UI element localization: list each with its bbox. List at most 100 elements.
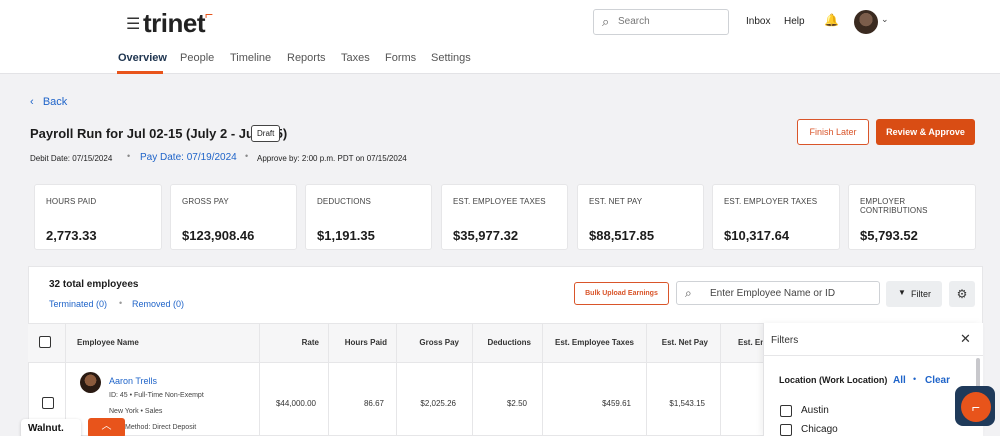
stat-label: EST. NET PAY [589,197,643,206]
employee-search-input[interactable]: ⌕ Enter Employee Name or ID [676,281,880,305]
bulk-upload-earnings-button[interactable]: Bulk Upload Earnings [574,282,669,305]
employee-name-link[interactable]: Aaron Trells [109,376,158,386]
tab-timeline[interactable]: Timeline [230,52,272,64]
stat-value: $5,793.52 [860,228,918,243]
table-header [28,323,763,363]
stat-card-employee-taxes: EST. EMPLOYEE TAXES $35,977.32 [441,184,568,250]
stat-value: $10,317.64 [724,228,790,243]
column-header-rate[interactable]: Rate [301,338,319,347]
gear-icon: ⚙ [956,287,968,301]
filter-option-label-chicago[interactable]: Chicago [801,424,838,435]
stat-card-deductions: DEDUCTIONS $1,191.35 [305,184,432,250]
assistant-logo-icon[interactable]: ⌐ [961,392,991,422]
stat-card-employer-taxes: EST. EMPLOYER TAXES $10,317.64 [712,184,840,250]
chevron-up-icon: ︿ [101,421,112,432]
stat-value: 2,773.33 [46,228,97,243]
stat-value: $1,191.35 [317,228,375,243]
filter-option-checkbox-chicago[interactable] [780,424,792,436]
stat-label: HOURS PAID [46,197,97,206]
terminated-link[interactable]: Terminated (0) [49,299,108,309]
column-header-deductions[interactable]: Deductions [487,338,531,347]
column-header-gross-pay[interactable]: Gross Pay [419,338,459,347]
cell-est-employee-taxes: $459.61 [602,399,631,408]
search-icon: ⌕ [685,286,692,300]
close-icon[interactable]: ✕ [960,331,971,346]
approve-by: Approve by: 2:00 p.m. PDT on 07/15/2024 [257,154,407,163]
employee-avatar [80,372,101,393]
stat-label: EST. EMPLOYEE TAXES [453,197,546,206]
column-divider [328,323,329,436]
tab-settings[interactable]: Settings [431,52,471,64]
top-bar [0,0,1000,74]
filter-button[interactable]: ▼ Filter [886,281,942,307]
filters-panel [763,323,983,436]
global-search[interactable]: ⌕ Search [593,9,729,35]
cell-hours-paid: 86.67 [363,399,384,408]
filter-option-label-austin[interactable]: Austin [801,405,829,416]
employee-id-line: ID: 45 • Full-Time Non-Exempt [109,392,204,399]
menu-icon[interactable]: ☰ [126,16,141,33]
employee-method-line: Method: Direct Deposit [125,424,197,431]
select-all-link[interactable]: All [893,375,906,386]
separator-dot: • [119,298,123,308]
cell-deductions: $2.50 [506,399,527,408]
select-all-checkbox[interactable] [39,336,51,348]
walnut-badge[interactable]: Walnut. [21,419,81,436]
stat-value: $88,517.85 [589,228,655,243]
divider [763,355,983,356]
column-divider [720,323,721,436]
settings-gear-button[interactable]: ⚙ [949,281,975,307]
column-divider [472,323,473,436]
cell-est-net-pay: $1,543.15 [669,399,705,408]
finish-later-button[interactable]: Finish Later [797,119,869,145]
back-link[interactable]: ‹ Back [30,96,68,108]
stat-card-hours-paid: HOURS PAID 2,773.33 [34,184,162,250]
column-header-est-employee-taxes[interactable]: Est. Employee Taxes [555,338,634,347]
row-checkbox[interactable] [42,397,54,409]
review-approve-button[interactable]: Review & Approve [876,119,975,145]
location-filter-label: Location (Work Location) [779,375,888,385]
tab-reports[interactable]: Reports [287,52,326,64]
separator-dot: • [127,151,131,161]
stat-value: $123,908.46 [182,228,255,243]
user-avatar[interactable] [854,10,878,34]
tab-taxes[interactable]: Taxes [341,52,370,64]
stat-label: EST. EMPLOYER TAXES [724,197,818,206]
clear-link[interactable]: Clear [925,375,951,386]
inbox-link[interactable]: Inbox [746,16,771,27]
debit-date: Debit Date: 07/15/2024 [30,154,113,163]
pay-date: Pay Date: 07/19/2024 [140,152,237,163]
stat-label: DEDUCTIONS [317,197,371,206]
cell-rate: $44,000.00 [275,399,316,408]
brand-logo[interactable]: trinet⌐ [143,6,213,38]
column-header-est-net-pay[interactable]: Est. Net Pay [661,338,708,347]
separator-dot: • [913,374,917,384]
page-title: Payroll Run for Jul 02-15 (July 2 - July… [30,126,288,141]
removed-link[interactable]: Removed (0) [132,299,185,309]
stat-label: GROSS PAY [182,197,229,206]
status-badge: Draft [251,125,281,142]
notification-bell-icon[interactable]: 🔔 [824,13,839,27]
stat-value: $35,977.32 [453,228,519,243]
expand-up-button[interactable]: ︿ [88,418,125,436]
tab-forms[interactable]: Forms [385,52,417,64]
search-placeholder: Search [618,16,650,27]
cell-gross-pay: $2,025.26 [420,399,456,408]
tab-people[interactable]: People [180,52,215,64]
chevron-left-icon: ‹ [30,96,34,108]
tab-overview[interactable]: Overview [118,52,167,64]
column-header-employee-name[interactable]: Employee Name [77,338,139,347]
filter-option-checkbox-austin[interactable] [780,405,792,417]
column-header-hours-paid[interactable]: Hours Paid [344,338,387,347]
chevron-down-icon[interactable]: ⌄ [881,14,889,24]
column-header-est-employer[interactable]: Est. Em [738,338,768,347]
column-divider [396,323,397,436]
employee-location-line: New York • Sales [109,408,163,415]
search-icon: ⌕ [602,14,610,29]
stat-card-gross-pay: GROSS PAY $123,908.46 [170,184,297,250]
column-divider [65,323,66,436]
filter-icon: ▼ [898,288,906,297]
employee-search-placeholder: Enter Employee Name or ID [710,288,836,299]
help-link[interactable]: Help [784,16,805,27]
column-divider [542,323,543,436]
